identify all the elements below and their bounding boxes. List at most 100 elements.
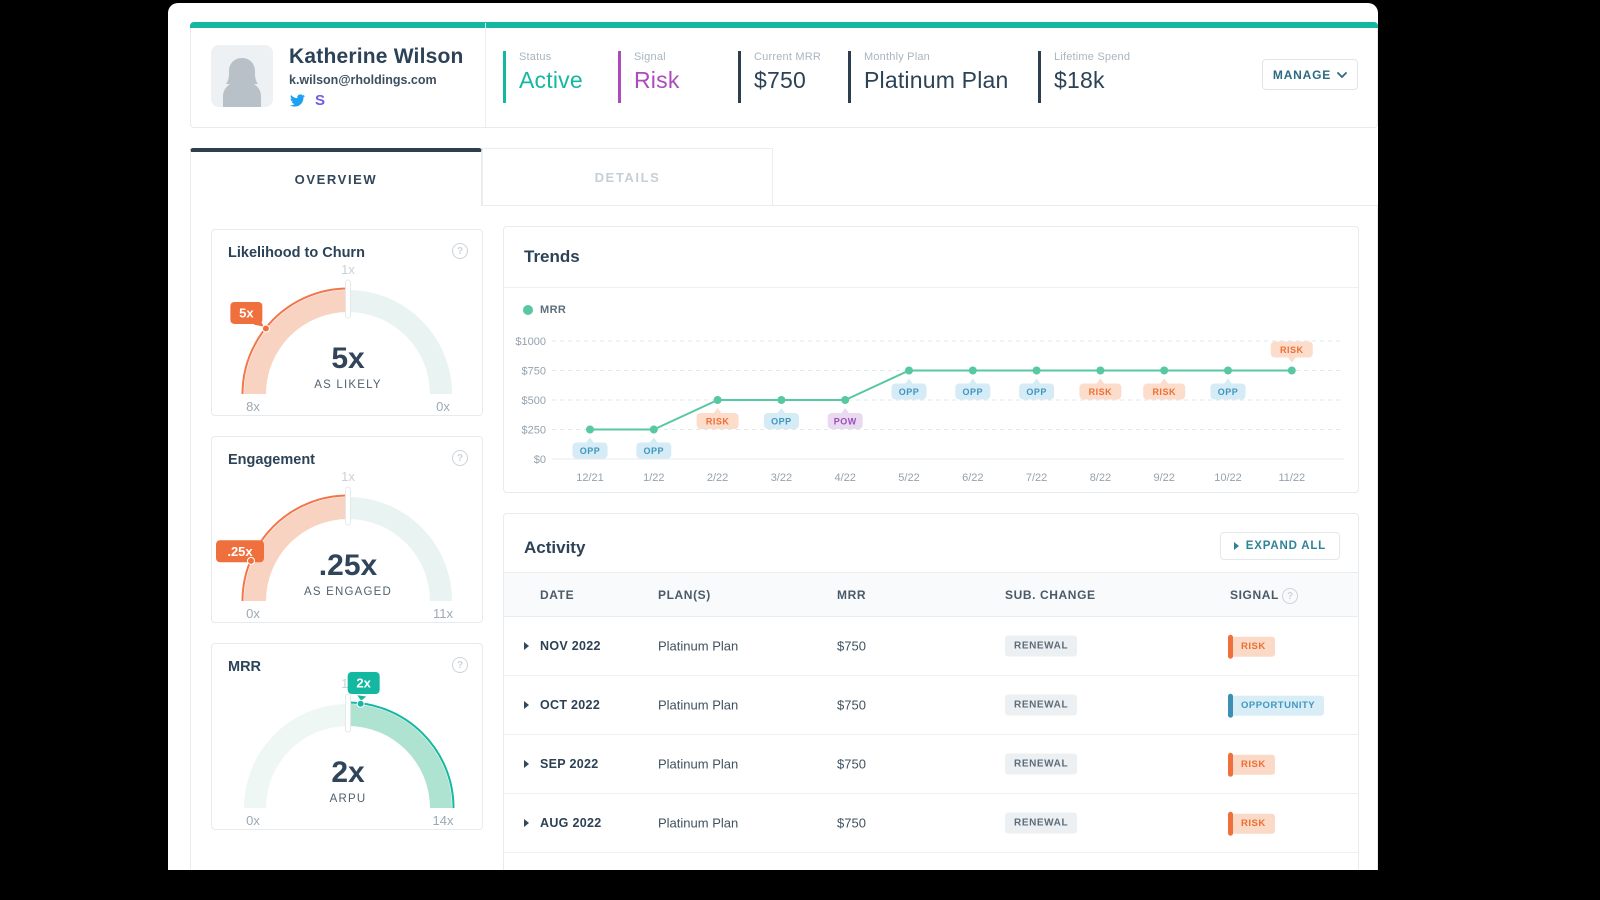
svg-text:1/22: 1/22 — [643, 472, 664, 484]
svg-text:$1000: $1000 — [515, 336, 546, 348]
svg-text:$250: $250 — [522, 425, 546, 437]
svg-text:RISK: RISK — [706, 417, 730, 427]
row-plan: Platinum Plan — [658, 815, 739, 831]
gauge-card-engagement: Engagement ? 1x .25x .25x AS ENGAGED 0x 11x — [211, 436, 483, 623]
stat-label: Signal — [634, 51, 666, 63]
caret-right-icon — [1233, 542, 1239, 550]
social-row: S — [289, 93, 464, 108]
column-header-date: DATE — [540, 588, 575, 602]
svg-text:5/22: 5/22 — [898, 472, 919, 484]
stat-label: Monthly Plan — [864, 51, 930, 63]
renewal-chip: RENEWAL — [1005, 694, 1078, 716]
row-plan: Platinum Plan — [658, 756, 739, 772]
row-signal: RISK — [1228, 634, 1275, 659]
trends-title: Trends — [524, 247, 580, 266]
column-header-mrr: MRR — [837, 588, 867, 602]
activity-table-header: DATE PLAN(S) MRR SUB. CHANGE SIGNAL ? — [504, 572, 1358, 617]
row-mrr: $750 — [837, 756, 866, 772]
row-sub-change: RENEWAL — [1005, 694, 1078, 716]
svg-text:$0: $0 — [534, 454, 546, 466]
svg-text:11x: 11x — [433, 606, 453, 621]
avatar — [211, 45, 273, 107]
svg-text:6/22: 6/22 — [962, 472, 983, 484]
stat-value: $750 — [754, 67, 806, 93]
gauge-title: MRR — [228, 659, 262, 675]
app-window: Katherine Wilson k.wilson@rholdings.com … — [168, 3, 1378, 870]
twitter-icon[interactable] — [289, 93, 306, 108]
table-row[interactable]: NOV 2022 Platinum Plan $750 RENEWAL RISK — [504, 617, 1358, 676]
svg-text:OPP: OPP — [644, 446, 665, 456]
svg-text:0x: 0x — [246, 813, 260, 828]
svg-text:11/22: 11/22 — [1278, 472, 1305, 484]
svg-text:.25x: .25x — [227, 544, 253, 559]
tab-overview[interactable]: OVERVIEW — [190, 148, 482, 206]
signal-badge-bar — [1228, 752, 1233, 777]
svg-text:0x: 0x — [246, 606, 260, 621]
row-expand-caret-icon[interactable] — [524, 760, 529, 768]
table-row[interactable]: SEP 2022 Platinum Plan $750 RENEWAL RISK — [504, 735, 1358, 794]
stat-label: Current MRR — [754, 51, 821, 63]
header-accent-bar — [190, 22, 1378, 28]
gauge-title: Likelihood to Churn — [228, 245, 365, 261]
tab-details[interactable]: DETAILS — [482, 148, 773, 206]
table-row[interactable]: OCT 2022 Platinum Plan $750 RENEWAL OPPORTUN… — [504, 676, 1358, 735]
row-plan: Platinum Plan — [658, 697, 739, 713]
manage-button-label: MANAGE — [1272, 67, 1332, 82]
row-expand-caret-icon[interactable] — [524, 701, 529, 709]
renewal-chip: RENEWAL — [1005, 635, 1078, 657]
tab-label: OVERVIEW — [294, 171, 378, 187]
row-date: SEP 2022 — [540, 757, 599, 771]
svg-text:RISK: RISK — [1152, 387, 1176, 397]
row-signal: RISK — [1228, 752, 1275, 777]
svg-text:3/22: 3/22 — [771, 472, 792, 484]
customer-name: Katherine Wilson — [289, 45, 464, 68]
svg-text:8x: 8x — [246, 399, 260, 414]
stat-value: Platinum Plan — [864, 67, 1009, 93]
mrr-trend-line-chart: $1000 $750 $500 $250 $0 12/21 1/22 2/22 3/22 4/22… — [515, 336, 1344, 484]
svg-text:2/22: 2/22 — [707, 472, 728, 484]
svg-text:OPP: OPP — [1218, 387, 1239, 397]
help-icon[interactable]: ? — [1282, 588, 1298, 604]
profile-text: Katherine Wilson k.wilson@rholdings.com … — [289, 45, 464, 108]
svg-text:7/22: 7/22 — [1026, 472, 1047, 484]
table-row[interactable]: AUG 2022 Platinum Plan $750 RENEWAL RISK — [504, 794, 1358, 853]
engagement-gauge-chart: 1x .25x .25x AS ENGAGED 0x 11x — [216, 469, 453, 621]
help-icon[interactable]: ? — [452, 243, 468, 259]
expand-all-button[interactable]: EXPAND ALL — [1219, 532, 1340, 560]
row-expand-caret-icon[interactable] — [524, 819, 529, 827]
svg-text:OPP: OPP — [1026, 387, 1047, 397]
svg-text:1x: 1x — [341, 469, 355, 484]
svg-text:AS ENGAGED: AS ENGAGED — [304, 586, 392, 598]
stat-value: $18k — [1054, 67, 1105, 93]
row-sub-change: RENEWAL — [1005, 635, 1078, 657]
svg-text:ARPU: ARPU — [330, 793, 367, 805]
column-header-plans: PLAN(S) — [658, 588, 711, 602]
manage-button[interactable]: MANAGE — [1262, 59, 1358, 90]
row-expand-caret-icon[interactable] — [524, 642, 529, 650]
activity-table-body: NOV 2022 Platinum Plan $750 RENEWAL RISK OCT … — [504, 617, 1358, 853]
help-icon[interactable]: ? — [452, 657, 468, 673]
svg-text:9/22: 9/22 — [1153, 472, 1174, 484]
customer-email: k.wilson@rholdings.com — [289, 73, 437, 87]
row-date: NOV 2022 — [540, 639, 601, 653]
help-icon[interactable]: ? — [452, 450, 468, 466]
svg-text:0x: 0x — [436, 399, 450, 414]
chevron-down-icon — [1337, 71, 1347, 78]
gauge-card-likelihood-to-churn: Likelihood to Churn ? 1x 5x 5x AS LIKELY 8x 0… — [211, 229, 483, 416]
row-plan: Platinum Plan — [658, 638, 739, 654]
svg-text:AS LIKELY: AS LIKELY — [314, 379, 381, 391]
row-mrr: $750 — [837, 815, 866, 831]
overview-panel: Likelihood to Churn ? 1x 5x 5x AS LIKELY 8x 0… — [190, 205, 1378, 870]
tab-label: DETAILS — [594, 169, 661, 185]
renewal-chip: RENEWAL — [1005, 753, 1078, 775]
trends-card: Trends MRR $1000 $750 $500 $250 $0 12/21 1/22 2… — [503, 226, 1359, 493]
skype-icon[interactable]: S — [315, 92, 326, 109]
row-mrr: $750 — [837, 697, 866, 713]
svg-text:OPP: OPP — [963, 387, 984, 397]
row-date: OCT 2022 — [540, 698, 601, 712]
stat-label: Status — [519, 51, 552, 63]
signal-badge-risk: RISK — [1228, 811, 1275, 836]
row-mrr: $750 — [837, 638, 866, 654]
row-signal: OPPORTUNITY — [1228, 693, 1325, 718]
